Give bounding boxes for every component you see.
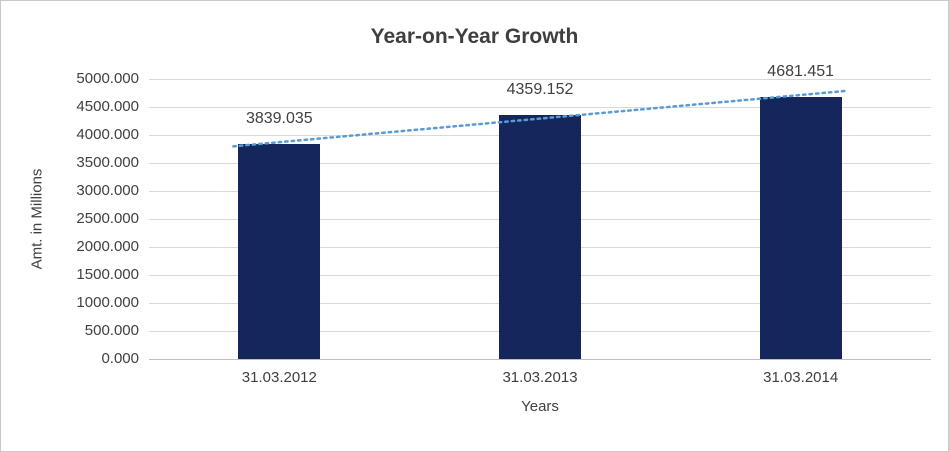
y-tick-label: 2000.000 bbox=[76, 238, 139, 255]
gridline bbox=[149, 107, 931, 108]
y-tick-label: 500.000 bbox=[84, 322, 139, 339]
x-tick-label: 31.03.2012 bbox=[241, 369, 317, 386]
bar-31.03.2013 bbox=[499, 114, 581, 359]
y-tick-label: 4500.000 bbox=[76, 98, 139, 115]
y-tick-label: 4000.000 bbox=[76, 126, 139, 143]
y-tick-label: 3500.000 bbox=[76, 154, 139, 171]
y-tick-label: 0.000 bbox=[101, 350, 139, 367]
y-tick-label: 1500.000 bbox=[76, 266, 139, 283]
data-label: 4359.152 bbox=[506, 80, 574, 98]
x-axis-line bbox=[149, 359, 931, 360]
y-tick-label: 3000.000 bbox=[76, 182, 139, 199]
data-label: 4681.451 bbox=[767, 62, 835, 80]
y-tick-label: 5000.000 bbox=[76, 70, 139, 87]
y-tick-label: 2500.000 bbox=[76, 210, 139, 227]
data-label: 3839.035 bbox=[245, 110, 313, 128]
y-tick-label: 1000.000 bbox=[76, 294, 139, 311]
bar-31.03.2014 bbox=[759, 96, 842, 359]
chart-title: Year-on-Year Growth bbox=[370, 25, 579, 48]
x-axis-title: Years bbox=[521, 398, 559, 415]
x-tick-label: 31.03.2013 bbox=[502, 369, 578, 386]
gridline bbox=[149, 79, 931, 80]
bar-31.03.2012 bbox=[238, 144, 321, 359]
x-tick-label: 31.03.2014 bbox=[763, 369, 839, 386]
trendline bbox=[232, 89, 848, 148]
plot-area: 0.000 500.000 1000.000 1500.000 2000.000 2500… bbox=[76, 63, 931, 386]
y-axis-title: Amt. in Millions bbox=[28, 168, 46, 270]
